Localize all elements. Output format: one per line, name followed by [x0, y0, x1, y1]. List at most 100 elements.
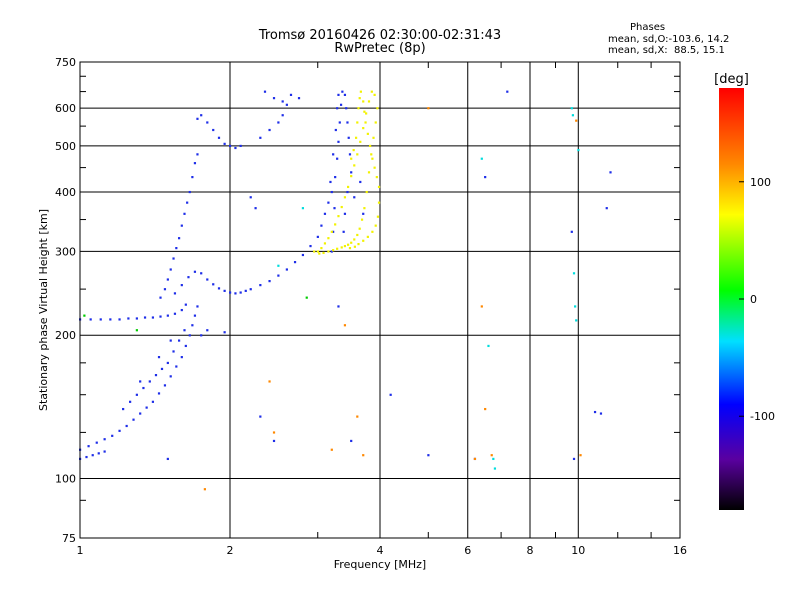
- data-point: [151, 400, 155, 403]
- data-point: [259, 136, 262, 139]
- data-point: [367, 100, 371, 103]
- data-point: [277, 264, 280, 267]
- data-point: [323, 212, 327, 215]
- data-point: [570, 107, 573, 110]
- data-point: [239, 144, 242, 148]
- data-point: [305, 296, 308, 299]
- data-point: [330, 448, 333, 451]
- chart-subtitle: RwPretec (8p): [334, 41, 426, 56]
- data-point: [316, 235, 319, 238]
- data-point: [183, 329, 186, 332]
- data-point: [332, 249, 335, 252]
- data-point: [343, 324, 347, 327]
- data-point: [272, 439, 276, 443]
- data-point: [193, 162, 197, 165]
- data-point: [186, 201, 189, 204]
- data-point: [268, 380, 271, 383]
- data-point: [343, 244, 347, 248]
- data-point: [83, 314, 86, 317]
- data-point: [365, 112, 368, 115]
- data-point: [118, 429, 121, 432]
- data-point: [332, 230, 335, 233]
- data-point: [370, 153, 373, 156]
- data-point: [347, 136, 350, 139]
- data-point: [157, 356, 161, 359]
- data-point: [356, 233, 359, 237]
- data-point: [358, 227, 361, 230]
- x-axis-label: Frequency [MHz]: [334, 558, 426, 571]
- data-point: [484, 175, 487, 179]
- data-point: [254, 207, 257, 210]
- data-point: [163, 384, 167, 387]
- data-point: [363, 110, 366, 113]
- data-point: [313, 250, 316, 253]
- data-point: [360, 218, 364, 221]
- colorbar-tick-label: -100: [750, 410, 775, 423]
- data-point: [375, 175, 378, 179]
- x-tick-label: 2: [227, 544, 234, 557]
- data-point: [346, 243, 350, 246]
- data-point: [129, 400, 132, 403]
- data-point: [327, 250, 330, 253]
- data-point: [376, 107, 379, 110]
- data-point: [356, 153, 359, 156]
- data-point: [357, 242, 360, 246]
- data-point: [166, 361, 169, 365]
- data-point: [163, 288, 167, 291]
- data-points: [79, 90, 612, 491]
- data-point: [263, 90, 267, 93]
- data-point: [268, 280, 271, 283]
- data-point: [337, 305, 340, 308]
- data-point: [376, 215, 380, 218]
- data-point: [196, 117, 199, 120]
- data-point: [184, 303, 187, 306]
- data-point: [354, 136, 358, 139]
- data-point: [180, 308, 183, 312]
- data-point: [330, 190, 333, 194]
- data-point: [359, 140, 362, 143]
- data-point: [143, 316, 147, 319]
- data-point: [217, 287, 221, 290]
- data-point: [377, 185, 381, 189]
- data-point: [272, 431, 276, 434]
- data-point: [127, 317, 130, 320]
- data-point: [154, 374, 158, 377]
- data-point: [348, 247, 352, 250]
- data-point: [366, 132, 369, 135]
- data-point: [151, 316, 155, 319]
- x-tick-label: 16: [673, 544, 687, 557]
- data-point: [191, 175, 194, 179]
- data-point: [180, 356, 183, 359]
- data-point: [320, 224, 323, 227]
- plot-frame: [79, 61, 681, 539]
- data-point: [166, 457, 169, 461]
- y-tick-label: 500: [55, 140, 76, 153]
- data-point: [322, 251, 325, 255]
- data-point: [187, 276, 190, 279]
- data-point: [277, 274, 280, 277]
- data-point: [333, 207, 336, 210]
- data-point: [484, 407, 487, 411]
- data-point: [166, 278, 169, 281]
- y-axis-label: Stationary phase Virtual Height [km]: [37, 209, 50, 411]
- data-point: [490, 454, 493, 457]
- data-point: [289, 93, 293, 96]
- data-point: [336, 157, 339, 160]
- data-point: [371, 157, 374, 160]
- data-point: [212, 128, 215, 132]
- data-point: [593, 410, 597, 414]
- data-point: [293, 261, 297, 264]
- data-point: [575, 119, 578, 122]
- data-point: [572, 457, 576, 461]
- data-point: [373, 166, 376, 169]
- data-point: [169, 339, 172, 342]
- data-point: [340, 246, 343, 249]
- data-point: [492, 457, 495, 461]
- data-point: [343, 93, 347, 96]
- data-point: [139, 412, 142, 415]
- x-tick-label: 6: [464, 544, 471, 557]
- data-point: [350, 439, 353, 443]
- colorbar-tick-label: 100: [750, 176, 771, 189]
- data-point: [329, 180, 332, 184]
